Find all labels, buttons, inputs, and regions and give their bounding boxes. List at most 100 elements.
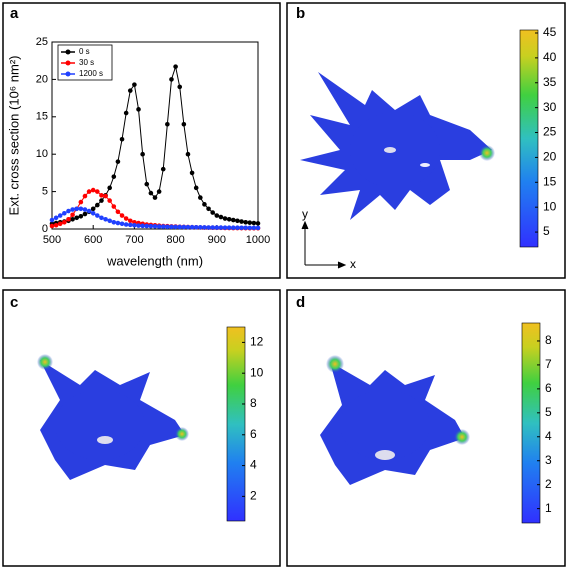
- data-point: [230, 225, 236, 231]
- data-point: [239, 225, 244, 231]
- data-point: [165, 224, 170, 230]
- data-point: [78, 213, 84, 219]
- data-point: [189, 170, 195, 176]
- data-point: [70, 216, 75, 222]
- colorbar: [226, 326, 246, 522]
- data-point: [235, 218, 240, 224]
- data-point: [235, 225, 240, 231]
- data-point: [107, 185, 112, 191]
- data-point: [90, 206, 96, 212]
- colorbar-tick-label: 12: [250, 335, 264, 349]
- y-axis-label: Ext. cross section (10⁶ nm²): [6, 56, 21, 216]
- data-point: [173, 64, 178, 69]
- x-axis-label: wavelength (nm): [106, 253, 203, 268]
- data-point: [49, 217, 55, 223]
- data-point: [90, 187, 96, 193]
- nanostar-render: [320, 355, 470, 485]
- data-point: [169, 77, 174, 82]
- colorbar-tick-label: 5: [543, 224, 550, 238]
- data-point: [119, 136, 125, 142]
- data-point: [193, 185, 199, 191]
- legend-marker: [65, 49, 71, 55]
- data-point: [230, 217, 236, 223]
- data-point: [148, 190, 154, 196]
- data-point: [222, 216, 228, 221]
- legend-label: 0 s: [79, 47, 90, 56]
- colorbar-tick-label: 1: [545, 501, 552, 515]
- data-point: [173, 224, 178, 230]
- data-point: [169, 224, 174, 230]
- data-point: [136, 223, 141, 228]
- x-tick-label: 500: [43, 234, 61, 246]
- data-point: [66, 208, 71, 214]
- panel-label: b: [296, 5, 305, 22]
- data-point: [62, 210, 67, 216]
- data-point: [222, 225, 228, 230]
- legend-marker: [65, 60, 71, 66]
- data-point: [74, 206, 80, 212]
- data-point: [181, 121, 187, 127]
- data-point: [111, 204, 117, 209]
- data-point: [53, 222, 59, 228]
- data-point: [136, 107, 141, 112]
- data-point: [53, 215, 59, 221]
- data-point: [156, 189, 162, 194]
- data-point: [78, 206, 84, 212]
- data-point: [202, 202, 207, 207]
- data-point: [144, 223, 150, 229]
- colorbar-tick-label: 8: [545, 333, 552, 347]
- data-point: [99, 198, 104, 203]
- data-point: [82, 193, 88, 199]
- data-point: [115, 209, 121, 215]
- data-point: [214, 213, 220, 218]
- y-tick-label: 0: [42, 223, 48, 235]
- colorbar-tick-label: 4: [250, 458, 257, 472]
- data-point: [95, 202, 100, 208]
- colorbar: [521, 322, 541, 524]
- panel-label: c: [10, 294, 18, 311]
- data-point: [255, 225, 261, 231]
- colorbar-tick-label: 30: [543, 100, 557, 114]
- data-point: [111, 174, 117, 179]
- data-point: [202, 225, 207, 230]
- data-point: [247, 225, 253, 231]
- colorbar-tick-label: 10: [250, 365, 264, 379]
- axis-x-label: x: [350, 257, 356, 271]
- legend-marker: [65, 71, 71, 77]
- data-point: [86, 189, 92, 194]
- colorbar-tick-label: 3: [545, 453, 552, 467]
- data-point: [78, 199, 84, 205]
- colorbar-tick-label: 5: [545, 405, 552, 419]
- data-point: [177, 224, 183, 230]
- data-point: [152, 195, 158, 200]
- data-point: [210, 210, 215, 215]
- data-point: [111, 219, 117, 225]
- nanostar-render: [37, 354, 189, 480]
- data-point: [144, 181, 150, 187]
- data-point: [251, 220, 257, 226]
- data-point: [107, 218, 112, 224]
- y-tick-label: 15: [36, 111, 48, 123]
- data-point: [127, 222, 133, 228]
- data-point: [165, 121, 170, 127]
- data-point: [218, 225, 224, 230]
- x-tick-label: 900: [208, 234, 226, 246]
- data-point: [255, 221, 261, 226]
- data-point: [103, 216, 108, 222]
- x-tick-label: 700: [125, 234, 143, 246]
- colorbar-tick-label: 35: [543, 75, 557, 89]
- data-point: [70, 207, 75, 212]
- data-point: [66, 216, 71, 222]
- data-point: [247, 220, 253, 225]
- axes-arrows: [301, 220, 347, 269]
- data-point: [251, 225, 257, 231]
- colorbar-tick-label: 40: [543, 50, 557, 64]
- y-tick-label: 5: [42, 186, 48, 198]
- data-point: [181, 224, 187, 230]
- y-tick-label: 25: [36, 36, 48, 48]
- data-point: [140, 223, 145, 229]
- data-point: [115, 159, 121, 164]
- data-point: [99, 193, 104, 198]
- data-point: [206, 225, 211, 230]
- legend-label: 30 s: [79, 58, 94, 67]
